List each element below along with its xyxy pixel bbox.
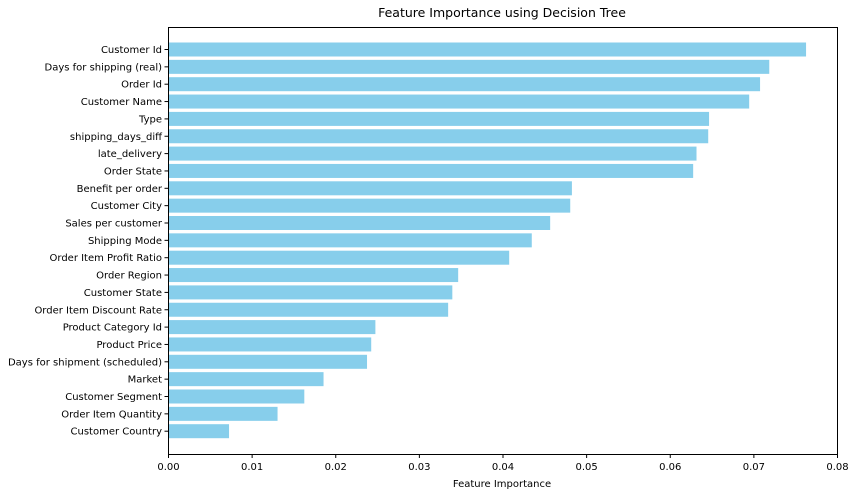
x-axis-label: Feature Importance — [453, 479, 551, 490]
category-label: late_delivery — [98, 149, 162, 160]
bar — [168, 285, 453, 300]
category-label: Days for shipping (real) — [45, 62, 163, 73]
category-label: Customer Name — [81, 97, 162, 108]
bar — [168, 354, 368, 369]
chart-title: Feature Importance using Decision Tree — [378, 5, 626, 20]
category-label: Customer Segment — [65, 392, 162, 403]
category-label: Product Category Id — [63, 323, 162, 334]
category-label: Customer Id — [101, 45, 162, 56]
category-label: Customer State — [84, 288, 162, 299]
category-label: Customer Country — [71, 427, 163, 438]
bar — [168, 163, 694, 178]
category-labels: Customer Id Days for shipping (real) Order… — [8, 45, 168, 438]
category-label: Shipping Mode — [88, 236, 162, 247]
bar — [168, 77, 761, 92]
category-label: Order Id — [121, 80, 162, 91]
category-label: Days for shipment (scheduled) — [8, 357, 162, 368]
category-label: Order Item Discount Rate — [34, 305, 162, 316]
category-label: Order Item Profit Ratio — [50, 253, 162, 264]
x-axis-ticks: 0.00 0.01 0.02 0.03 0.04 0.05 0.06 0.07 0.08 — [157, 454, 849, 473]
plot-frame — [168, 27, 838, 455]
x-tick-label: 0.00 — [157, 462, 179, 473]
x-tick-label: 0.02 — [325, 462, 347, 473]
category-label: Product Price — [96, 340, 162, 351]
bar — [168, 250, 510, 265]
bar — [168, 59, 770, 74]
bar — [168, 216, 551, 230]
bar — [168, 111, 710, 126]
category-label: shipping_days_diff — [70, 132, 163, 143]
category-label: Type — [138, 114, 162, 125]
category-label: Benefit per order — [77, 184, 163, 195]
category-label: Sales per customer — [65, 219, 163, 230]
bar — [168, 94, 750, 109]
bar — [168, 320, 376, 335]
category-label: Order Region — [96, 271, 162, 282]
x-tick-label: 0.06 — [659, 462, 681, 473]
category-label: Market — [128, 375, 162, 386]
bar — [168, 181, 572, 196]
bar — [168, 424, 230, 439]
bar — [168, 337, 372, 352]
x-tick-label: 0.05 — [575, 462, 597, 473]
bar — [168, 233, 532, 248]
bar — [168, 42, 807, 57]
bar — [168, 372, 324, 387]
bar — [168, 268, 459, 283]
bar — [168, 389, 305, 404]
category-label: Order State — [104, 166, 162, 177]
category-label: Customer City — [91, 201, 162, 212]
x-tick-label: 0.04 — [492, 462, 514, 473]
x-tick-label: 0.08 — [826, 462, 848, 473]
bar — [168, 302, 449, 317]
bar — [168, 198, 571, 213]
bars-group — [168, 42, 807, 439]
x-tick-label: 0.07 — [743, 462, 765, 473]
bar — [168, 406, 278, 421]
category-label: Order Item Quantity — [61, 409, 162, 420]
bar — [168, 146, 697, 161]
x-tick-label: 0.03 — [408, 462, 430, 473]
x-tick-label: 0.01 — [241, 462, 263, 473]
bar — [168, 129, 709, 144]
